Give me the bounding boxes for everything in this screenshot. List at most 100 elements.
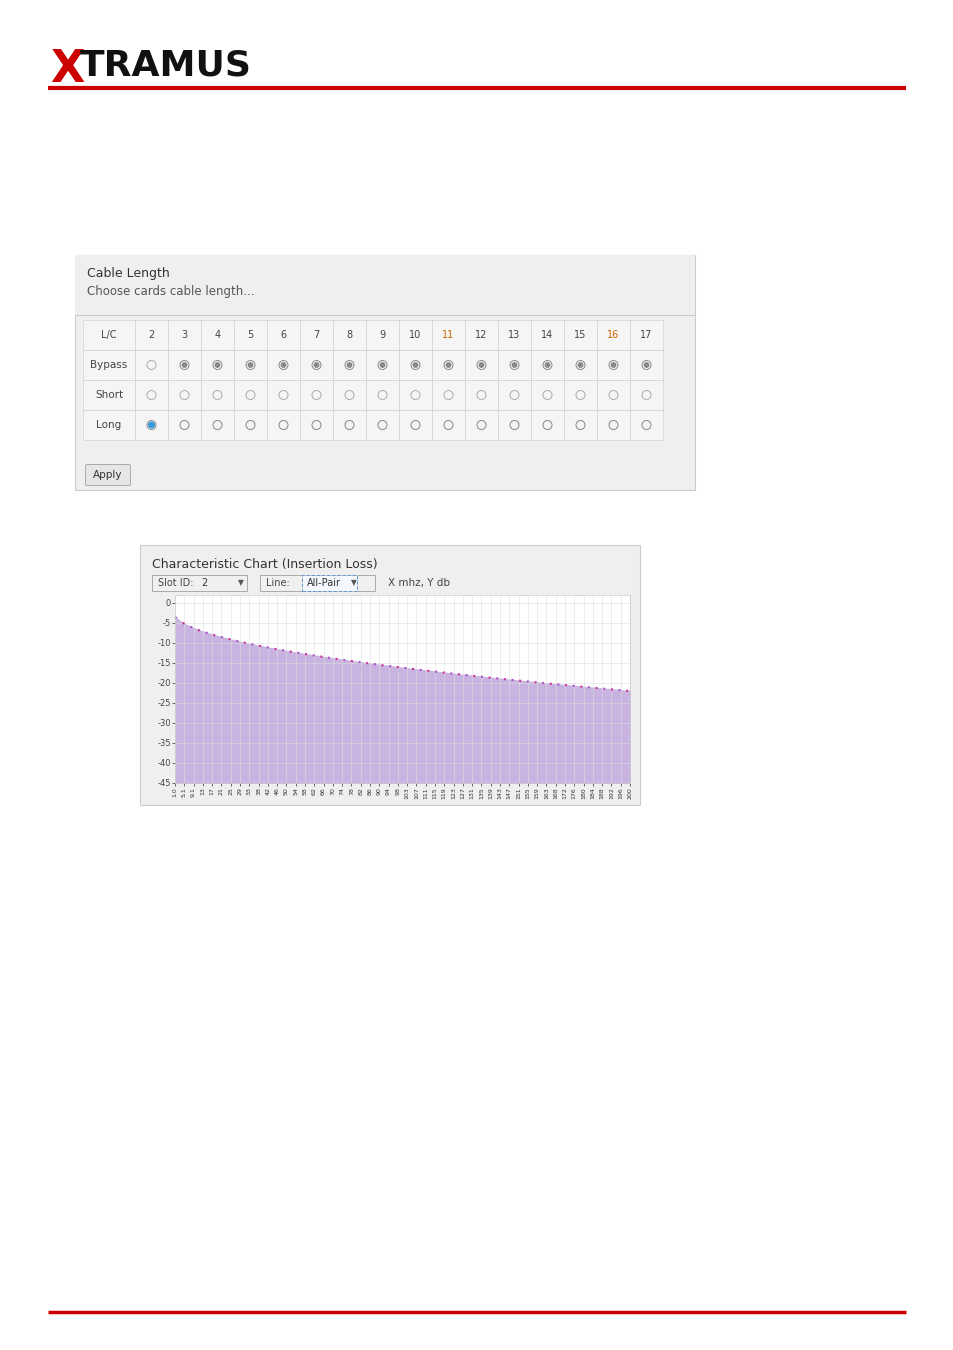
FancyBboxPatch shape [86, 464, 131, 486]
Circle shape [512, 363, 517, 367]
Bar [135, 410, 168, 440]
Bar [333, 410, 366, 440]
Circle shape [314, 363, 318, 367]
Bar [597, 410, 629, 440]
Circle shape [446, 363, 450, 367]
Bar [597, 320, 629, 350]
Circle shape [611, 363, 615, 367]
Bar [201, 410, 233, 440]
Bar [497, 379, 531, 410]
Bar [597, 379, 629, 410]
Circle shape [643, 363, 648, 367]
Text: 9: 9 [379, 329, 385, 340]
Bar [260, 575, 375, 591]
Bar [83, 350, 135, 379]
Bar [398, 410, 432, 440]
Circle shape [578, 363, 582, 367]
Bar [299, 410, 333, 440]
Text: 17: 17 [639, 329, 652, 340]
Text: L/C: L/C [101, 329, 116, 340]
Text: Slot ID:: Slot ID: [158, 578, 193, 589]
Bar [299, 320, 333, 350]
Bar [464, 379, 497, 410]
Bar [464, 320, 497, 350]
Bar [366, 320, 398, 350]
Text: Cable Length: Cable Length [87, 267, 170, 279]
Text: Short: Short [95, 390, 123, 400]
Text: 11: 11 [442, 329, 455, 340]
Circle shape [182, 363, 187, 367]
Bar [75, 255, 695, 490]
Bar [497, 320, 531, 350]
Bar [135, 350, 168, 379]
Text: 13: 13 [508, 329, 520, 340]
Bar [168, 320, 201, 350]
Text: ▼: ▼ [351, 579, 356, 587]
Bar [233, 410, 267, 440]
Bar [531, 320, 563, 350]
Circle shape [149, 423, 154, 428]
Text: 12: 12 [475, 329, 487, 340]
Text: 14: 14 [540, 329, 553, 340]
Text: 4: 4 [214, 329, 220, 340]
Text: 2: 2 [149, 329, 154, 340]
Text: 16: 16 [607, 329, 619, 340]
Text: Bypass: Bypass [91, 360, 128, 370]
Text: 5: 5 [247, 329, 253, 340]
Bar [267, 379, 299, 410]
Bar [497, 350, 531, 379]
Bar [432, 320, 464, 350]
Bar [83, 320, 135, 350]
Bar [201, 320, 233, 350]
Bar [302, 575, 356, 591]
Text: 10: 10 [409, 329, 421, 340]
Text: 8: 8 [346, 329, 353, 340]
Bar [531, 350, 563, 379]
Bar [333, 379, 366, 410]
Bar [333, 350, 366, 379]
Text: 15: 15 [574, 329, 586, 340]
Bar [563, 379, 597, 410]
Bar [83, 379, 135, 410]
Text: X mhz, Y db: X mhz, Y db [388, 578, 450, 589]
Circle shape [248, 363, 253, 367]
Bar [168, 350, 201, 379]
Text: X: X [50, 49, 84, 90]
Text: 7: 7 [313, 329, 319, 340]
Bar [152, 575, 247, 591]
Bar [531, 379, 563, 410]
Bar [366, 350, 398, 379]
Bar [168, 379, 201, 410]
Text: 6: 6 [280, 329, 286, 340]
Bar [432, 410, 464, 440]
Text: Choose cards cable length...: Choose cards cable length... [87, 285, 254, 298]
Text: TRAMUS: TRAMUS [80, 49, 252, 82]
Bar [629, 320, 662, 350]
Circle shape [380, 363, 384, 367]
Bar [464, 350, 497, 379]
Text: All-Pair: All-Pair [307, 578, 340, 589]
Bar [432, 350, 464, 379]
Bar [233, 350, 267, 379]
Bar [629, 410, 662, 440]
Bar [597, 350, 629, 379]
Bar [629, 350, 662, 379]
Bar [563, 320, 597, 350]
Bar [497, 410, 531, 440]
Text: Long: Long [96, 420, 121, 431]
Bar [299, 379, 333, 410]
Bar [174, 595, 629, 783]
Bar [135, 379, 168, 410]
Bar [333, 320, 366, 350]
Text: ▼: ▼ [237, 579, 244, 587]
Bar [135, 320, 168, 350]
Circle shape [478, 363, 483, 367]
Bar [629, 379, 662, 410]
Circle shape [281, 363, 285, 367]
Bar [267, 320, 299, 350]
Bar [75, 255, 695, 315]
Bar [366, 379, 398, 410]
Text: Apply: Apply [93, 470, 123, 481]
Circle shape [545, 363, 549, 367]
Bar [267, 350, 299, 379]
